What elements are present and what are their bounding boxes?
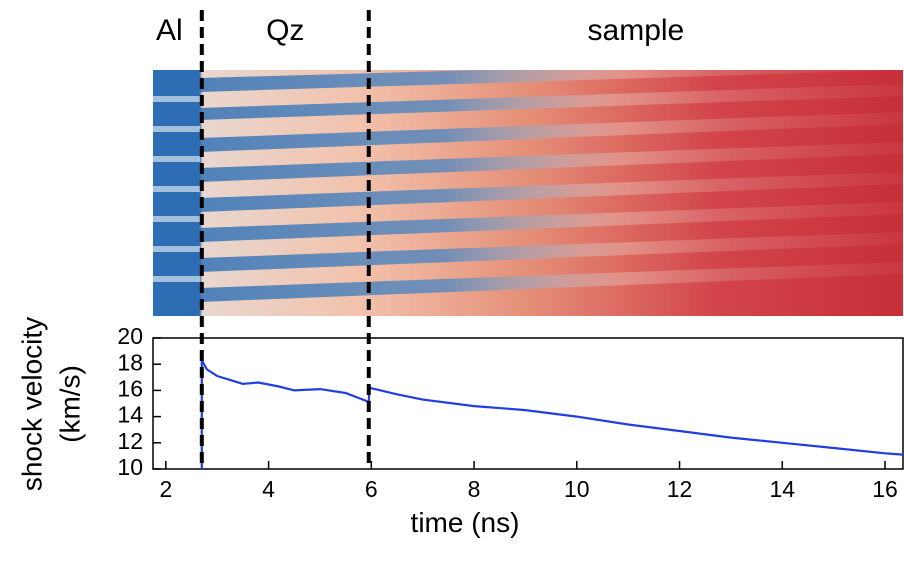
x-axis-label: time (ns) xyxy=(411,507,520,538)
y-axis-label: (km/s) xyxy=(54,365,85,443)
x-tick-label: 10 xyxy=(564,476,590,502)
y-tick-label: 14 xyxy=(117,402,143,428)
x-tick-label: 4 xyxy=(262,476,275,502)
y-tick-label: 10 xyxy=(117,454,143,480)
x-tick-label: 16 xyxy=(872,476,898,502)
y-tick-label: 12 xyxy=(117,428,143,454)
x-tick-label: 6 xyxy=(365,476,378,502)
y-axis-label: shock velocity xyxy=(16,317,47,491)
data-line xyxy=(200,356,904,469)
y-tick-label: 18 xyxy=(117,349,143,375)
y-tick-label: 20 xyxy=(117,323,143,349)
streak-image xyxy=(153,70,903,316)
y-tick-label: 16 xyxy=(117,375,143,401)
x-tick-label: 14 xyxy=(769,476,795,502)
section-label: Al xyxy=(156,14,183,47)
plot-frame xyxy=(152,337,904,470)
x-tick-label: 8 xyxy=(468,476,481,502)
x-tick-label: 2 xyxy=(159,476,172,502)
x-tick-label: 12 xyxy=(667,476,693,502)
section-label: Qz xyxy=(266,14,304,47)
section-label: sample xyxy=(588,14,685,47)
